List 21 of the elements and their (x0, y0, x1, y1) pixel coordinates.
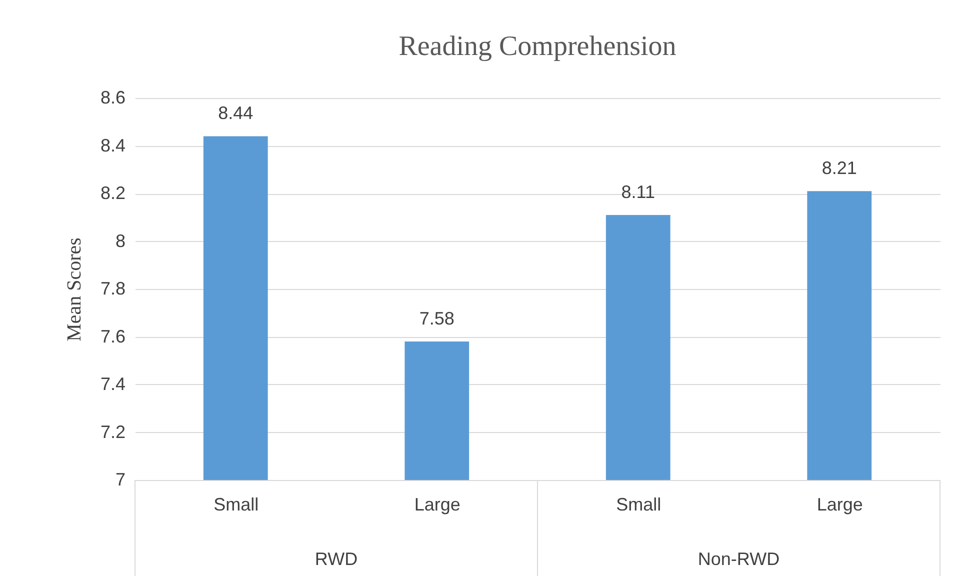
data-label: 7.58 (419, 308, 454, 329)
chart-title: Reading Comprehension (398, 31, 676, 62)
y-axis-title: Mean Scores (63, 237, 86, 342)
y-tick-label: 7.4 (100, 374, 126, 394)
x-tick-label: Small (616, 494, 662, 514)
data-label: 8.11 (621, 182, 655, 202)
y-tick-label: 7 (115, 470, 126, 490)
y-tick-label: 7.6 (100, 326, 126, 346)
y-tick-label: 7.8 (100, 278, 126, 298)
text: Non-RWD (698, 549, 780, 569)
text: RWD (314, 549, 358, 569)
x-tick-label: Large (414, 494, 460, 514)
y-tick-label: 8.4 (100, 135, 126, 156)
y-tick-label: 8.6 (100, 88, 126, 108)
y-tick-label: 8 (115, 230, 126, 251)
y-tick-label: 7.2 (100, 422, 126, 442)
x-tick-label: Small (214, 494, 259, 514)
x-tick-label: Large (816, 494, 863, 514)
data-label: 8.21 (822, 158, 857, 178)
y-tick-label: 8.2 (100, 183, 126, 203)
data-label: 8.44 (218, 103, 254, 124)
